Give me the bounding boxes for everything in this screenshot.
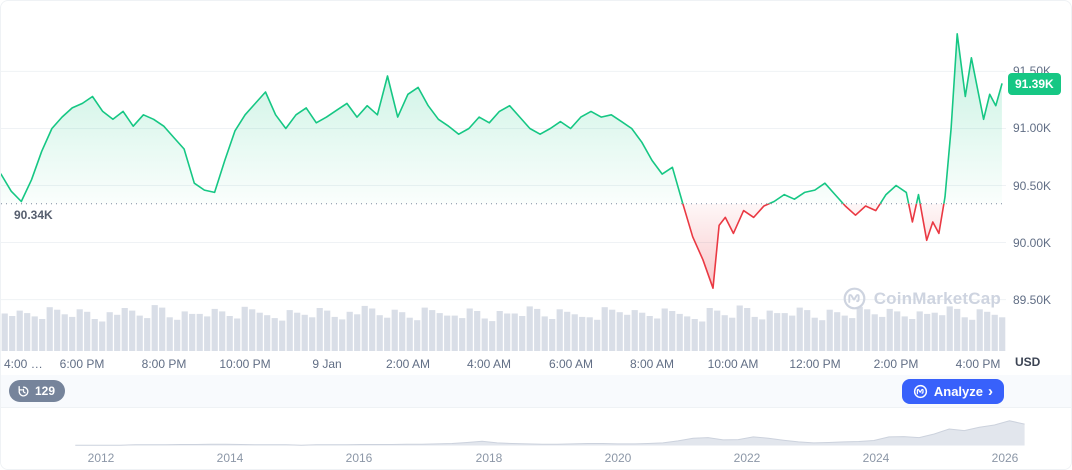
x-axis-label: 2:00 PM (873, 357, 919, 371)
x-axis-label: 8:00 AM (629, 357, 675, 371)
history-count: 129 (35, 384, 56, 398)
analyze-button[interactable]: Analyze › (901, 378, 1004, 404)
year-label: 2012 (87, 451, 115, 465)
volume-bars[interactable] (1, 303, 1006, 351)
x-axis-label: 10:00 AM (707, 357, 759, 371)
navigator-area (75, 420, 1025, 446)
y-axis: 91.50K 91.00K 90.50K 90.00K 89.50K 91.39K US… (1006, 1, 1071, 375)
year-label: 2020 (604, 451, 632, 465)
analyze-label: Analyze (933, 383, 983, 399)
chart-controls-row: 129 Analyze › (1, 375, 1071, 407)
year-label: 2016 (345, 451, 373, 465)
history-count-badge[interactable]: 129 (9, 380, 66, 402)
x-axis: 4:00 … 6:00 PM 8:00 PM 10:00 PM 9 Jan 2:00 AM… (1, 351, 1006, 375)
navigator-line (75, 420, 1025, 446)
currency-label: USD (1015, 355, 1041, 369)
history-icon (18, 385, 29, 396)
navigator-year-axis: 2012 2014 2016 2018 2020 2022 2024 2026 (1, 448, 1071, 469)
y-axis-label: 90.00K (1013, 236, 1052, 250)
navigator-area-chart[interactable] (1, 408, 1072, 448)
x-axis-label: 4:00 AM (466, 357, 512, 371)
plot-column: 4:00 … 6:00 PM 8:00 PM 10:00 PM 9 Jan 2:00 AM… (1, 1, 1006, 375)
price-line-green (1, 33, 1003, 204)
year-label: 2022 (733, 451, 761, 465)
chart-area: 4:00 … 6:00 PM 8:00 PM 10:00 PM 9 Jan 2:00 AM… (1, 1, 1071, 375)
chevron-right-icon: › (988, 382, 993, 400)
price-chart[interactable] (1, 3, 1006, 303)
coinmarketcap-logo-icon (913, 384, 927, 398)
y-axis-label: 91.00K (1013, 121, 1052, 135)
year-label: 2026 (991, 451, 1019, 465)
timeline-navigator[interactable] (1, 407, 1071, 448)
year-label: 2024 (862, 451, 890, 465)
x-axis-label: 9 Jan (312, 357, 342, 371)
x-axis-label: 6:00 PM (59, 357, 105, 371)
baseline-price-label: 90.34K (14, 208, 53, 222)
x-axis-label: 4:00 … (4, 357, 43, 371)
x-axis-label: 8:00 PM (141, 357, 187, 371)
x-axis-label: 12:00 PM (789, 357, 841, 371)
x-axis-label: 2:00 AM (385, 357, 431, 371)
y-axis-label: 90.50K (1013, 179, 1052, 193)
x-axis-label: 4:00 PM (955, 357, 1001, 371)
year-label: 2014 (216, 451, 244, 465)
year-label: 2018 (475, 451, 503, 465)
current-price-badge: 91.39K (1008, 73, 1061, 95)
x-axis-label: 6:00 AM (548, 357, 594, 371)
x-axis-label: 10:00 PM (219, 357, 271, 371)
y-axis-label: 89.50K (1013, 293, 1052, 307)
price-area-green (1, 33, 1002, 204)
